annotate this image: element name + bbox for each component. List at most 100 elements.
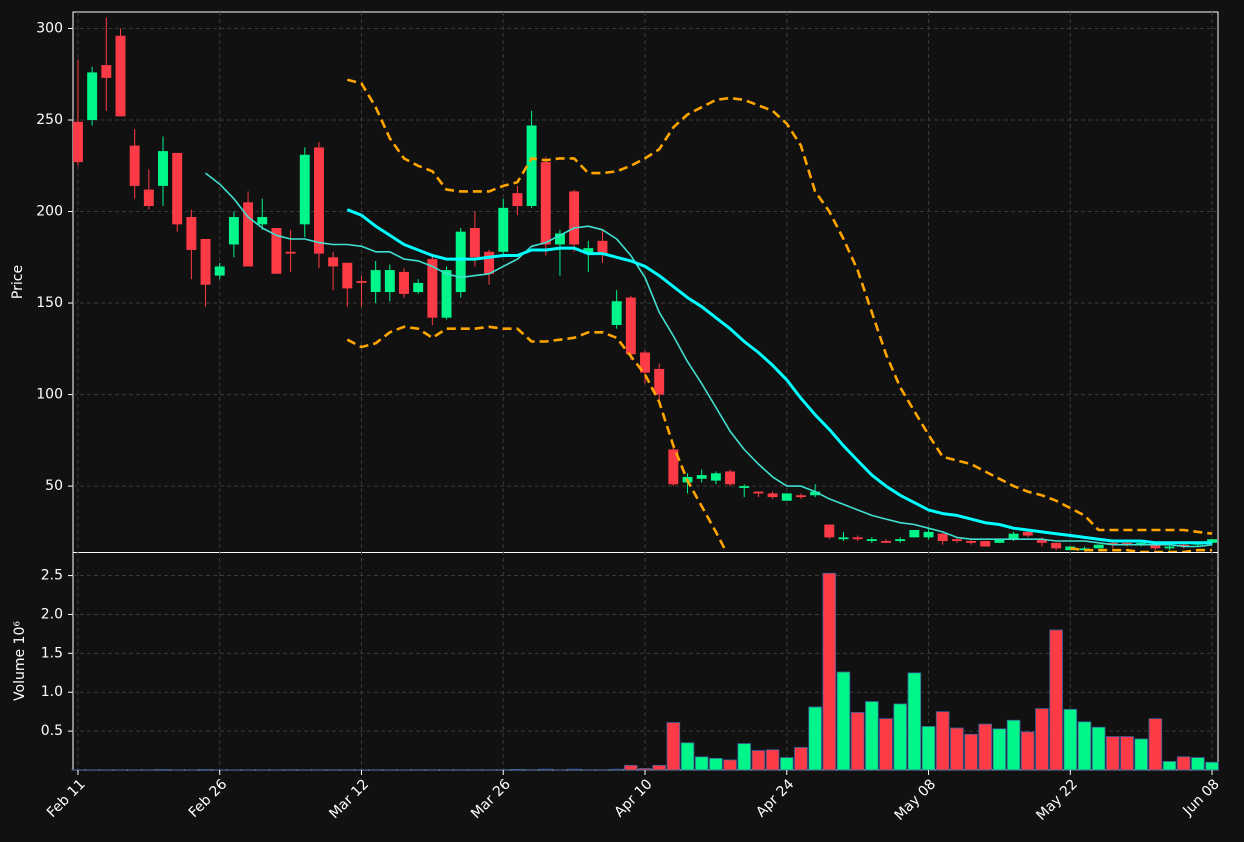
volume-bar [638,768,652,771]
volume-bar [567,768,581,771]
volume-bar [1134,738,1148,771]
volume-bar [1091,726,1106,771]
candle-body [1178,544,1189,547]
x-tick-label: May 22 [1033,776,1081,824]
candle-body [384,270,395,293]
indicator-line [346,208,1212,545]
candle-body [243,202,254,267]
candle-body [937,533,948,542]
candle-body [895,539,906,542]
candle-body [356,281,367,283]
candle-body [654,368,665,395]
candle-body [881,541,891,543]
volume-tick-label: 2.5 [41,568,63,584]
volume-bar [921,726,936,771]
candle-body [1065,546,1076,551]
volume-bar [808,706,822,771]
candle-body [795,495,806,498]
volume-bar [1020,731,1035,771]
candle-body [1036,539,1047,543]
volume-bar [666,722,681,771]
candle-body [767,493,778,498]
candle-body [342,262,353,289]
candle-body [257,217,268,225]
candle-body [1107,542,1118,545]
x-tick-label: Mar 12 [326,776,372,822]
volume-axis-label: Volume 10⁶ [12,621,28,701]
candle-body [200,238,211,285]
candle-body [966,541,977,543]
candle-body [1150,544,1161,549]
volume-bar [950,727,964,771]
candle-body [115,35,126,117]
candle-body [866,539,877,542]
candle-body [668,449,679,485]
volume-bar [935,711,950,771]
candle-body [73,121,83,163]
y-tick-label: 100 [36,387,63,403]
volume-bar [609,768,624,771]
volume-bar [1063,708,1078,771]
volume-bar [680,742,695,771]
candle-body [1051,542,1062,549]
indicator-line [346,325,1212,552]
candle-body [370,270,381,293]
candle-body [1136,542,1147,545]
candle-body [583,248,594,254]
candle-body [725,471,736,485]
volume-bar [652,764,666,771]
candle-body [1022,531,1033,536]
candle-body [512,193,523,207]
volume-bar [992,728,1007,771]
candle-body [540,162,551,245]
x-tick-label: Feb 11 [44,776,89,821]
candle-body [158,151,168,186]
candle-body [441,270,452,318]
candle-body [1207,539,1218,543]
volume-bar [1148,718,1163,771]
candle-body [129,145,140,186]
candle-body [852,537,863,540]
y-tick-label: 50 [45,478,63,494]
candle-body [214,266,225,276]
volume-bar [538,768,553,771]
candle-body [271,228,282,274]
candle-body [923,531,934,538]
price-axis-label: Price [10,265,26,299]
candle-body [1008,533,1019,540]
candle-body [994,539,1005,543]
candle-body [285,251,296,254]
y-tick-label: 250 [36,112,63,128]
candle-body [87,72,98,120]
candle-body [781,493,792,501]
volume-bar [624,764,638,771]
volume-bar [822,572,837,771]
volume-bar [1205,761,1219,771]
volume-bar [850,712,865,771]
volume-bar [865,701,879,771]
candle-body [597,240,608,254]
volume-bar [737,743,752,771]
volume-bar [879,718,893,771]
candle-body [228,217,239,245]
volume-bar [694,756,709,771]
candle-body [313,147,324,254]
indicator-line [346,78,1213,535]
volume-bar [794,747,808,771]
candle-body [1122,542,1132,545]
volume-bar [751,750,766,771]
candle-body [172,152,183,225]
candle-body [427,259,438,318]
candle-body [101,65,112,78]
volume-bar [1191,757,1205,771]
y-tick-label: 150 [36,295,63,311]
volume-bar [893,703,907,771]
x-tick-label: Apr 10 [611,776,655,820]
volume-bar [964,733,978,771]
candle-body [498,207,509,252]
candle-body [710,473,721,481]
candle-body [569,191,580,245]
candle-body [554,233,565,245]
candle-body [753,491,764,494]
